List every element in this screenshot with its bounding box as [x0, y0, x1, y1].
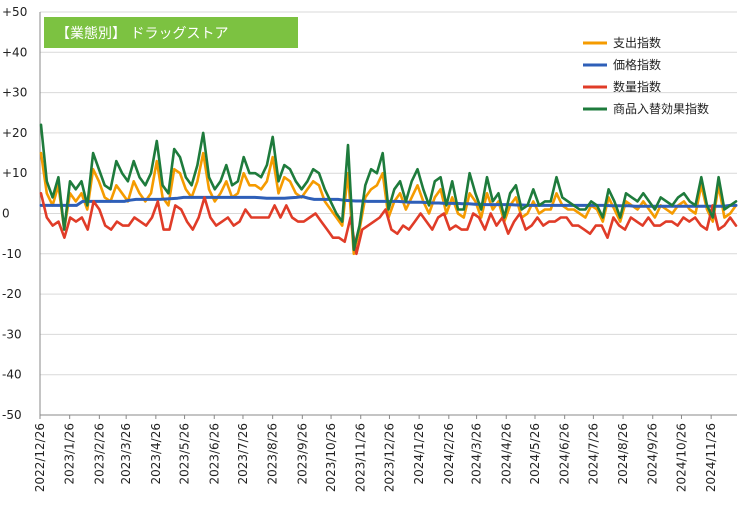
y-tick-label: +30	[2, 86, 27, 100]
y-tick-label: -30	[2, 327, 22, 341]
legend-label: 数量指数	[613, 79, 661, 94]
x-tick-label: 2023/12/26	[382, 423, 396, 492]
series-line	[39, 192, 738, 256]
chart-title-box: 【業態別】 ドラッグストア	[44, 17, 298, 48]
x-tick-label: 2024/10/26	[674, 423, 688, 492]
x-tick-label: 2023/4/26	[149, 423, 163, 485]
x-tick-label: 2023/3/26	[119, 423, 133, 485]
series-line	[39, 123, 738, 252]
y-tick-label: 0	[2, 207, 10, 221]
x-tick-label: 2023/5/26	[178, 423, 192, 485]
x-tick-label: 2024/6/26	[558, 423, 572, 485]
y-tick-label: -10	[2, 247, 22, 261]
legend-label: 商品入替効果指数	[613, 101, 709, 116]
y-tick-label: +50	[2, 5, 27, 19]
x-tick-label: 2024/2/26	[442, 423, 456, 485]
x-tick-label: 2023/11/26	[354, 423, 368, 492]
y-tick-label: -50	[2, 408, 22, 422]
x-tick-label: 2023/1/26	[63, 423, 77, 485]
chart-title: 【業態別】 ドラッグストア	[56, 26, 228, 42]
x-tick-label: 2023/8/26	[266, 423, 280, 485]
x-tick-label: 2024/5/26	[528, 423, 542, 485]
chart-title-background	[44, 17, 298, 48]
x-tick-label: 2024/1/26	[412, 423, 426, 485]
x-tick-label: 2024/11/26	[704, 423, 718, 492]
y-tick-label: +40	[2, 45, 27, 59]
x-tick-label: 2024/3/26	[470, 423, 484, 485]
x-tick-label: 2023/10/26	[324, 423, 338, 492]
x-tick-label: 2024/4/26	[499, 423, 513, 485]
y-tick-label: -20	[2, 287, 22, 301]
x-tick-label: 2023/7/26	[236, 423, 250, 485]
y-tick-label: +20	[2, 126, 27, 140]
y-tick-label: +10	[2, 166, 27, 180]
legend-label: 支出指数	[613, 35, 661, 50]
x-tick-label: 2023/2/26	[92, 423, 106, 485]
series-lines	[39, 123, 738, 256]
x-tick-label: 2024/9/26	[646, 423, 660, 485]
legend-label: 価格指数	[613, 57, 661, 72]
x-tick-label: 2024/7/26	[586, 423, 600, 485]
x-tick-label: 2022/12/26	[33, 423, 47, 492]
x-tick-label: 2024/8/26	[616, 423, 630, 485]
x-tick-label: 2023/6/26	[207, 423, 221, 485]
axes: +50 +40 +30 +20 +10 0 -10 -20 -30 -40 -50 2022/12/2…	[2, 5, 737, 492]
x-tick-label: 2023/9/26	[295, 423, 309, 485]
y-tick-label: -40	[2, 368, 22, 382]
